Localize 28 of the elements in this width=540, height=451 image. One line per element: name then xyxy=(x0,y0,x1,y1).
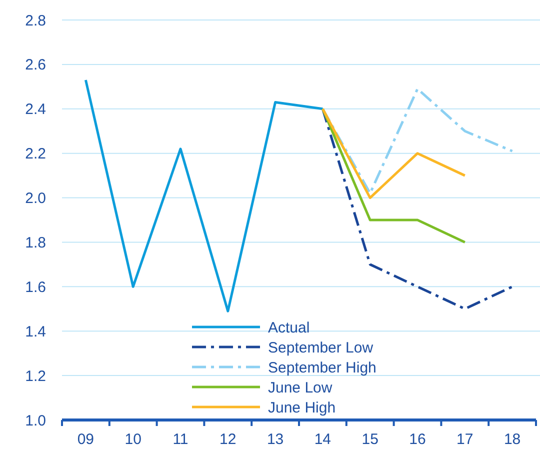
legend-label: June Low xyxy=(268,379,332,396)
legend-label: September Low xyxy=(268,339,374,356)
y-tick-label: 1.6 xyxy=(25,278,46,296)
x-tick-label: 09 xyxy=(77,431,94,448)
line-series xyxy=(321,108,466,200)
y-tick-label: 1.8 xyxy=(25,234,46,252)
y-tick-label: 2.6 xyxy=(25,56,46,74)
x-tick-label: 14 xyxy=(314,431,332,448)
x-tick-label: 18 xyxy=(504,431,521,448)
legend-label: Actual xyxy=(268,319,310,336)
y-tick-label: 2.8 xyxy=(25,12,46,30)
y-tick-label: 2.0 xyxy=(25,190,46,208)
x-tick-label: 10 xyxy=(124,431,142,448)
y-tick-label: 1.0 xyxy=(25,412,46,430)
legend-label: September High xyxy=(268,359,376,376)
x-tick-label: 13 xyxy=(266,431,284,448)
y-tick-label: 2.2 xyxy=(25,146,46,163)
y-tick-label: 1.2 xyxy=(25,368,46,385)
x-tick-label: 16 xyxy=(409,431,426,448)
line-series xyxy=(321,108,514,310)
x-tick-label: 12 xyxy=(220,431,236,448)
y-tick-label: 1.4 xyxy=(25,323,46,340)
x-tick-label: 15 xyxy=(362,431,378,448)
y-tick-label: 2.4 xyxy=(25,101,46,118)
line-series xyxy=(84,78,324,312)
legend-label: June High xyxy=(268,399,336,416)
x-tick-label: 11 xyxy=(172,431,188,448)
x-tick-label: 17 xyxy=(456,431,474,448)
